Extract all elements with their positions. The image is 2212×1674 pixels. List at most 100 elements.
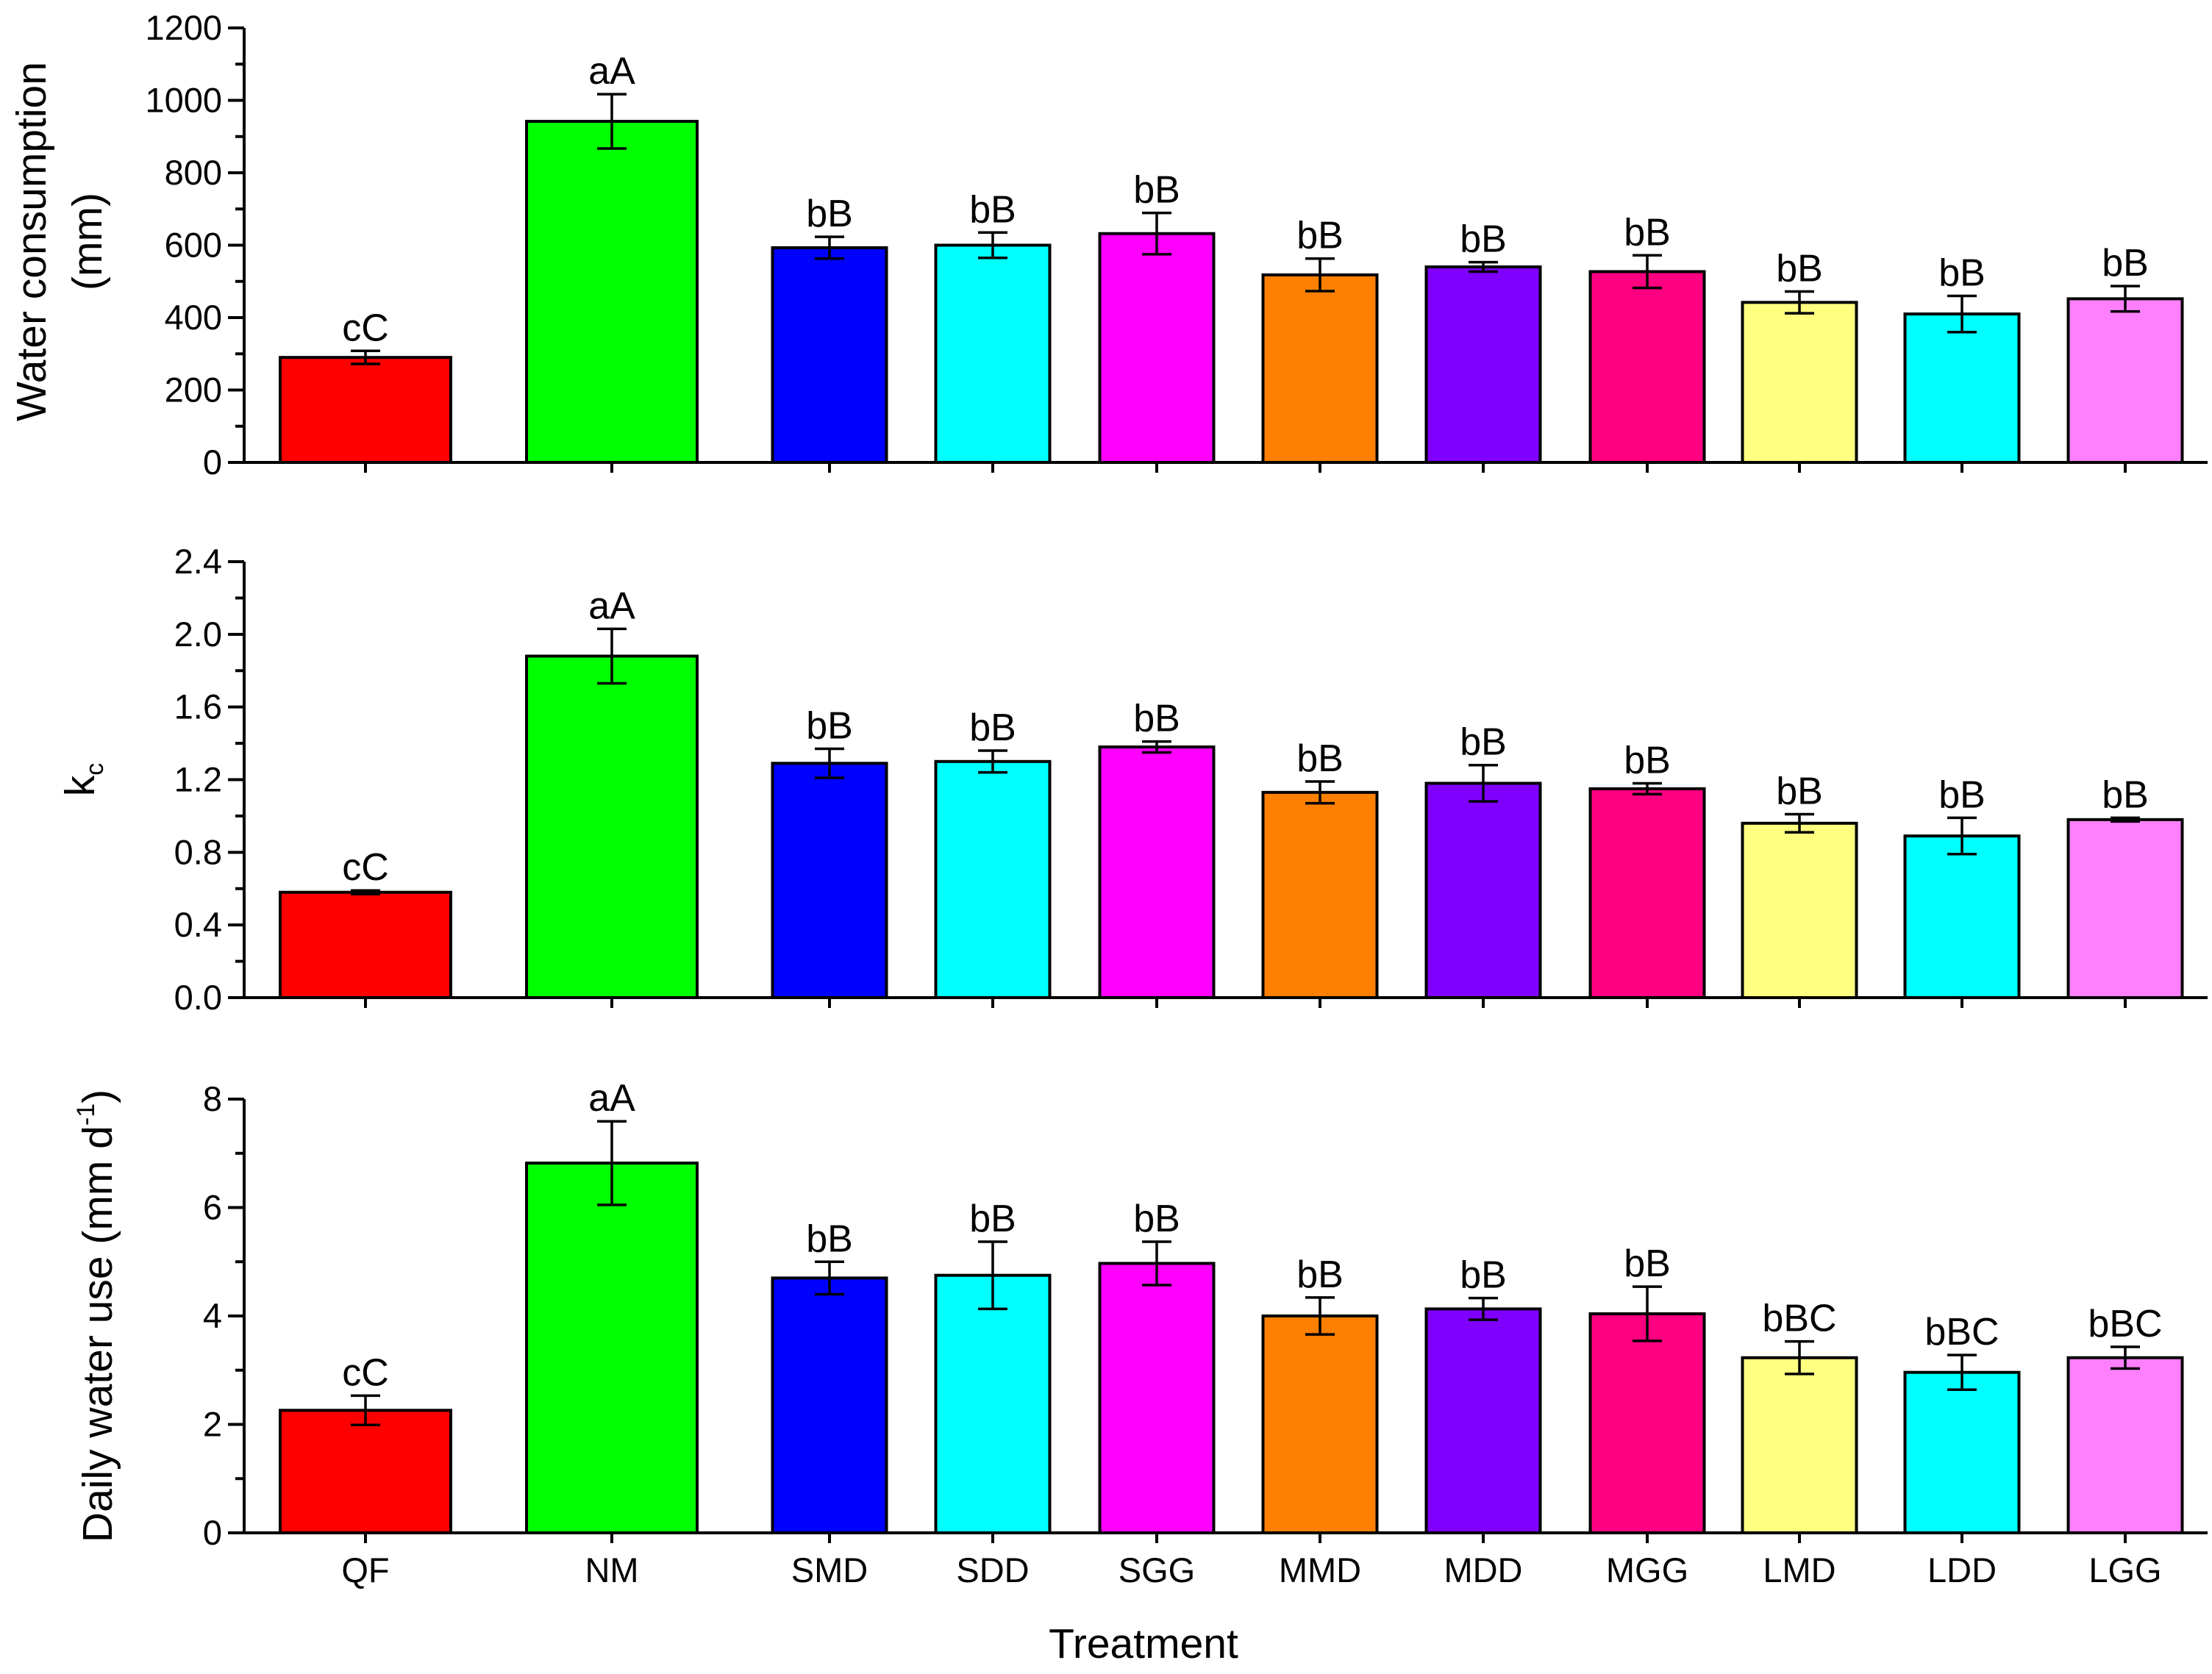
significance-label: bB [1460,1254,1507,1297]
bar-mgg [1588,1312,1706,1535]
y-tick-label: 800 [165,153,222,192]
y-axis-title-units: (mm) [64,193,111,290]
significance-label: bBC [2088,1303,2162,1345]
significance-label: bB [969,1198,1016,1240]
significance-label: bB [1460,218,1507,261]
y-tick-label: 0 [203,1513,222,1552]
bar-lgg [2066,818,2184,999]
y-axis-title: Water consumption [8,62,55,421]
bar-sdd [934,759,1052,999]
bar-lgg [2066,1356,2184,1534]
significance-label: bB [1133,698,1180,740]
x-tick-label: LGG [2088,1550,2161,1589]
x-tick-label: SGG [1119,1550,1195,1589]
significance-label: bB [2102,242,2149,285]
y-tick-label: 8 [203,1079,222,1118]
significance-label: aA [588,50,635,93]
y-tick-label: 4 [203,1296,222,1335]
y-tick-label: 2.4 [174,542,222,581]
bar-nm [525,120,699,464]
bar-mgg [1588,787,1706,999]
y-axis-title: kc [57,763,109,797]
bar-sgg [1098,232,1216,464]
x-tick-label: LDD [1927,1550,1997,1589]
significance-label: bB [1133,1198,1180,1240]
bar-smd [771,762,888,999]
bar-lgg [2066,297,2184,465]
x-tick-label: LMD [1763,1550,1835,1589]
bar-qf [279,356,452,464]
y-axis-title: Daily water use (mm d-1) [72,1090,121,1542]
bar-sdd [934,243,1052,464]
bar-sdd [934,1273,1052,1534]
significance-label: bB [1460,721,1507,764]
y-tick-label: 2 [203,1405,222,1444]
significance-label: aA [588,584,635,627]
x-tick-label: MDD [1444,1550,1522,1589]
significance-label: bB [806,1217,853,1260]
significance-label: bB [806,193,853,235]
bar-qf [279,890,452,999]
y-tick-label: 0 [203,443,222,482]
bar-nm [525,1162,699,1535]
bar-mgg [1588,270,1706,464]
y-tick-label: 200 [165,371,222,409]
y-tick-label: 0.4 [174,905,222,944]
significance-label: bB [1938,251,1986,294]
significance-label: bB [1776,248,1823,290]
y-tick-label: 1000 [145,81,222,120]
bar-ldd [1903,834,2021,999]
bar-lmd [1741,1356,1858,1534]
x-axis-tick-labels: QF NM SMD SDD SGG MMD MDD MGG LMD LDD LGG [341,1550,2161,1589]
bar-mdd [1424,1307,1542,1534]
y-tick-label: 6 [203,1188,222,1227]
y-tick-label: 600 [165,226,222,265]
bar-mdd [1424,265,1542,464]
panel-kc: 0.0 0.4 0.8 1.2 1.6 2.0 2.4 cC aA bB bB bB bB bB bB bB b… [57,542,2208,1017]
bar-sgg [1098,1262,1216,1535]
significance-label: bB [1624,739,1671,781]
bar-ldd [1903,312,2021,465]
bar-nm [525,654,699,999]
bar-sgg [1098,745,1216,1000]
x-tick-label: SMD [791,1550,868,1589]
bar-lmd [1741,821,1858,1000]
bar-mdd [1424,781,1542,999]
significance-label: bB [1624,1242,1671,1285]
significance-label: cC [342,1351,389,1394]
x-tick-label: NM [585,1550,638,1589]
y-tick-label: 1200 [145,8,222,47]
x-tick-label: SDD [956,1550,1029,1589]
bar-ldd [1903,1370,2021,1534]
bar-smd [771,246,888,464]
significance-label: bB [1624,211,1671,254]
x-axis-title: Treatment [1049,1620,1238,1667]
significance-label: bB [2102,773,2149,816]
significance-label: aA [588,1077,635,1120]
bar-mmd [1261,1314,1379,1534]
significance-label: bB [1133,169,1180,212]
significance-label: cC [342,307,389,349]
y-tick-label: 1.6 [174,687,222,726]
significance-label: bBC [1924,1311,1999,1353]
y-tick-label: 0.8 [174,832,222,871]
significance-label: bB [969,707,1016,749]
bar-qf [279,1409,452,1534]
x-tick-label: QF [341,1550,389,1589]
significance-label: bB [1296,1253,1344,1296]
significance-label: bB [1296,215,1344,257]
panel-water-consumption: 0 200 400 600 800 1000 1200 cC aA bB bB bB bB bB bB bB b… [8,8,2208,482]
bar-mmd [1261,790,1379,999]
y-tick-label: 2.0 [174,615,222,654]
significance-label: bB [969,188,1016,231]
significance-label: cC [342,846,389,889]
y-tick-label: 1.2 [174,760,222,799]
panel-daily-water-use: 0 2 4 6 8 cC aA bB bB bB bB bB bB bBC bBC bBC Daily wate… [72,1077,2208,1552]
significance-label: bB [1776,770,1823,812]
x-tick-label: MGG [1606,1550,1688,1589]
significance-label: bB [1296,737,1344,780]
bar-lmd [1741,301,1858,464]
significance-label: bBC [1762,1298,1836,1340]
bar-mmd [1261,273,1379,465]
significance-label: bB [806,704,853,747]
